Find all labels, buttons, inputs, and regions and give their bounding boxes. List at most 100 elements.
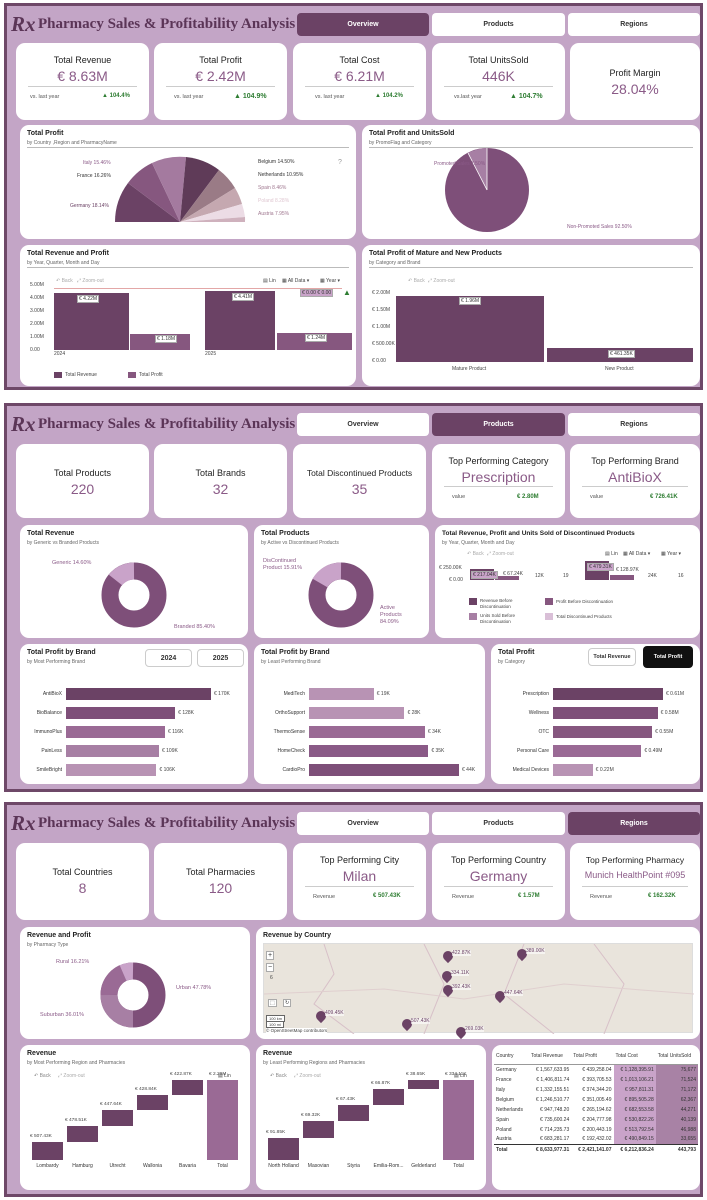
waterfall-bar[interactable]	[32, 1142, 63, 1160]
table-cell: € 683,281.17	[540, 1136, 570, 1143]
table-total-cell: Total	[494, 1144, 529, 1155]
waterfall-bar[interactable]	[408, 1079, 439, 1090]
bar-thermosense[interactable]	[309, 726, 425, 738]
bar-value-label: € 106K	[159, 767, 176, 773]
table-cell: € 439,258.04	[582, 1066, 612, 1073]
waterfall-bar[interactable]	[443, 1080, 474, 1160]
waterfall-bar[interactable]	[268, 1138, 299, 1160]
bar-personal-care[interactable]	[553, 745, 642, 757]
bar-value-label: € 109K	[161, 748, 178, 754]
tab-overview[interactable]: Overview	[297, 13, 429, 36]
waterfall-category: Bavaria	[179, 1163, 196, 1169]
kpi-total-products: Total Products 220	[16, 444, 149, 518]
bar-mature-product[interactable]	[396, 296, 544, 362]
tab-overview[interactable]: Overview	[297, 812, 429, 835]
bar-wellness[interactable]	[553, 707, 658, 719]
tab-products[interactable]: Products	[432, 812, 565, 835]
table-header[interactable]: Total Profit	[571, 1051, 614, 1065]
map-tool-icon[interactable]: ⬚	[268, 999, 277, 1007]
table-cell: Poland	[496, 1126, 512, 1133]
zoom-out-button[interactable]: −	[266, 963, 275, 972]
map-canvas[interactable]	[263, 943, 694, 1034]
bar-category-label: Prescription	[522, 691, 549, 697]
table-header[interactable]: Total Cost	[613, 1051, 656, 1065]
bar-homecheck[interactable]	[309, 745, 429, 757]
table-cell: 62,367	[655, 1094, 698, 1105]
bar-biobalance[interactable]	[66, 707, 176, 719]
table-header[interactable]: Country	[494, 1051, 529, 1065]
tab-regions[interactable]: Regions	[568, 13, 700, 36]
waterfall-bar[interactable]	[102, 1109, 133, 1126]
kpi-top-city: Top Performing City Milan Revenue € 507.…	[293, 843, 426, 920]
kpi-total-brands: Total Brands 32	[154, 444, 287, 518]
waterfall-bar[interactable]	[172, 1080, 203, 1095]
bar-orthosupport[interactable]	[309, 707, 405, 719]
table-cell: 40,139	[655, 1114, 698, 1125]
waterfall-bar[interactable]	[67, 1125, 98, 1143]
bar-cardiopro[interactable]	[309, 764, 459, 776]
map-pin-label: 447.64K	[504, 990, 523, 996]
bar-antibiox[interactable]	[66, 688, 211, 700]
bar-prescription[interactable]	[553, 688, 663, 700]
bar-immunoplus[interactable]	[66, 726, 165, 738]
kpi-top-country: Top Performing Country Germany Revenue €…	[432, 843, 565, 920]
help-icon[interactable]: ?	[338, 159, 342, 166]
waterfall-bar[interactable]	[373, 1089, 404, 1106]
revenue-profit-card: Total Revenue and Profit by Year, Quarte…	[20, 245, 356, 386]
waterfall-value: € 428.84K	[135, 1086, 157, 1092]
revenue-map-card: Revenue by Country + − 6 ⬚ ↻ 422.87K 389.…	[256, 927, 700, 1040]
waterfall-bar[interactable]	[303, 1121, 334, 1138]
bar-category-label: Personal Care	[517, 748, 549, 754]
table-cell: Netherlands	[496, 1106, 523, 1113]
waterfall-value: € 91.85K	[266, 1130, 286, 1135]
tab-overview[interactable]: Overview	[297, 413, 429, 436]
kpi-total-units-sold: Total UnitsSold 446K vs.last year ▲ 104.…	[432, 43, 565, 120]
table-cell: Spain	[496, 1116, 509, 1123]
zoom-in-button[interactable]: +	[266, 951, 275, 960]
bar-meditech[interactable]	[309, 688, 374, 700]
bar-painless[interactable]	[66, 745, 159, 757]
table-cell: Germany	[496, 1066, 517, 1073]
waterfall-category: North Holland	[268, 1163, 299, 1169]
table-cell: € 513,792.54	[613, 1124, 656, 1135]
bar-smilebright[interactable]	[66, 764, 157, 776]
waterfall-category: Emilia-Rom...	[373, 1163, 404, 1169]
pharmacy-type-donut	[100, 962, 166, 1028]
regions-dashboard: Rx Pharmacy Sales & Profitability Analys…	[4, 802, 703, 1197]
bar-otc[interactable]	[553, 726, 653, 738]
table-cell: € 1,246,510.77	[535, 1096, 570, 1103]
bar-value-label: € 19K	[376, 691, 390, 697]
page-title: Pharmacy Sales & Profitability Analysis	[38, 16, 296, 32]
table-total-cell: € 6,212,836.24	[613, 1144, 656, 1155]
kpi-total-countries: Total Countries 8	[16, 843, 149, 920]
tab-regions[interactable]: Regions	[568, 413, 700, 436]
bar-medical-devices[interactable]	[553, 764, 593, 776]
most-performing-brand-card: Total Profit by Brand by Most Performing…	[20, 644, 248, 784]
table-total-cell: 443,793	[655, 1144, 698, 1155]
profit-pie-chart	[115, 156, 246, 228]
least-performing-brand-card: Total Profit by Brand by Least Performin…	[254, 644, 485, 784]
tab-products[interactable]: Products	[432, 413, 565, 436]
table-cell: € 1,567,633.95	[535, 1066, 570, 1073]
bar-value-label: € 35K	[431, 748, 445, 754]
bar-value-label: € 34K	[427, 729, 441, 735]
bar-category-label: Wellness	[528, 710, 549, 716]
kpi-discontinued-products: Total Discontinued Products 35	[293, 444, 426, 518]
table-header[interactable]: Total UnitsSold	[655, 1051, 698, 1065]
waterfall-bar[interactable]	[137, 1094, 168, 1110]
map-reset-icon[interactable]: ↻	[283, 999, 292, 1007]
waterfall-bar[interactable]	[207, 1080, 238, 1160]
map-pin-label: 409.45K	[325, 1010, 344, 1016]
table-row: France € 1,406,811.74 € 393,705.53 € 1,013,…	[494, 1074, 698, 1085]
map-pin-label: 422.87K	[452, 950, 471, 956]
table-row: Germany € 1,567,633.95 € 439,258.04 € 1,128…	[494, 1064, 698, 1075]
bar-category-label: OTC	[538, 729, 549, 735]
bar-category-label: Medical Devices	[512, 767, 549, 773]
tab-products[interactable]: Products	[432, 13, 565, 36]
active-discontinued-donut	[308, 562, 374, 628]
waterfall-category: Lombardy	[36, 1163, 59, 1169]
table-header[interactable]: Total Revenue	[529, 1051, 572, 1065]
waterfall-bar[interactable]	[338, 1105, 369, 1122]
profit-by-category-card: Total Profit by Category Total Revenue T…	[491, 644, 700, 784]
tab-regions[interactable]: Regions	[568, 812, 700, 835]
